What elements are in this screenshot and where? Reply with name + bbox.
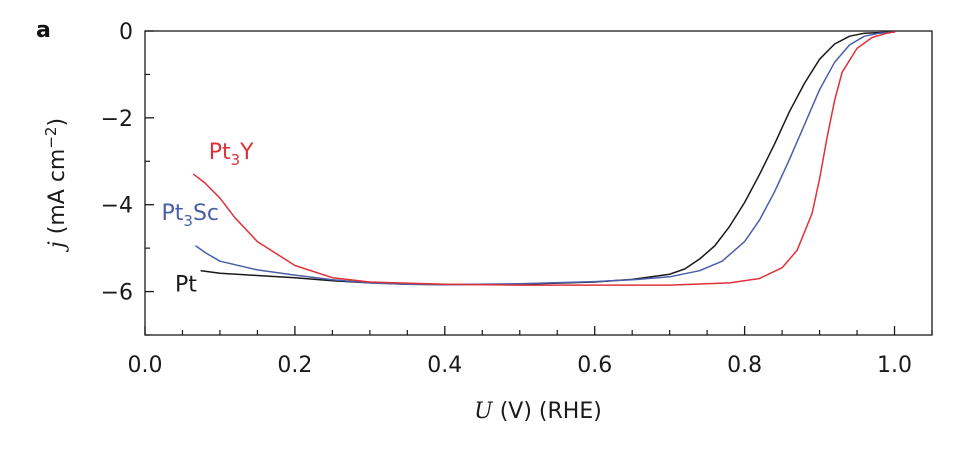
- y-tick-label: −2: [101, 107, 133, 132]
- y-axis-title: j (mA cm−2): [42, 118, 70, 253]
- y-axis-variable: j: [45, 241, 70, 253]
- y-axis-unit-close: ): [45, 118, 70, 127]
- y-axis-ticks: 0 −2 −4 −6: [101, 20, 154, 336]
- x-tick-label: 0.0: [128, 353, 163, 378]
- series-label-pt3y: Pt3Y: [209, 140, 254, 169]
- series-label-pt: Pt: [175, 273, 197, 298]
- x-tick-label: 0.2: [277, 353, 312, 378]
- y-tick-label: −4: [101, 194, 133, 219]
- x-tick-label: 1.0: [877, 353, 912, 378]
- x-axis-variable: U: [474, 399, 494, 424]
- series-label-pt3sc: Pt3Sc: [161, 201, 219, 230]
- y-axis-unit: (mA cm: [45, 149, 70, 242]
- series-line-pt3sc: [195, 31, 896, 286]
- series-layer: [192, 31, 896, 286]
- y-tick-label: −6: [101, 281, 133, 306]
- y-axis-unit-exponent: −2: [42, 127, 60, 149]
- series-labels: Pt Pt3Sc Pt3Y: [161, 140, 254, 297]
- x-tick-label: 0.6: [577, 353, 612, 378]
- x-tick-label: 0.8: [727, 353, 762, 378]
- series-line-pt3y: [192, 31, 896, 286]
- x-axis-title: U (V) (RHE): [474, 399, 602, 424]
- panel-label: a: [36, 18, 51, 43]
- x-axis-unit: (V) (RHE): [493, 399, 602, 424]
- y-tick-label: 0: [119, 20, 133, 45]
- x-tick-label: 0.4: [427, 353, 462, 378]
- x-axis-ticks: 0.0 0.2 0.4 0.6 0.8 1.0: [128, 326, 933, 378]
- plot-area: [144, 30, 933, 336]
